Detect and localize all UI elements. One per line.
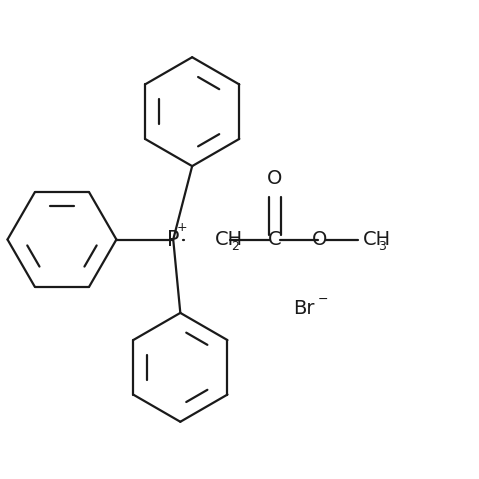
Text: CH: CH [363,230,391,249]
Text: O: O [312,230,328,249]
Text: Br: Br [293,298,314,318]
Text: C: C [268,230,282,249]
Text: P: P [167,229,180,250]
Text: CH: CH [215,230,243,249]
Text: O: O [267,170,283,188]
Text: 3: 3 [378,240,387,253]
Text: 2: 2 [231,240,239,253]
Text: +: + [177,221,187,234]
Text: −: − [318,293,329,306]
